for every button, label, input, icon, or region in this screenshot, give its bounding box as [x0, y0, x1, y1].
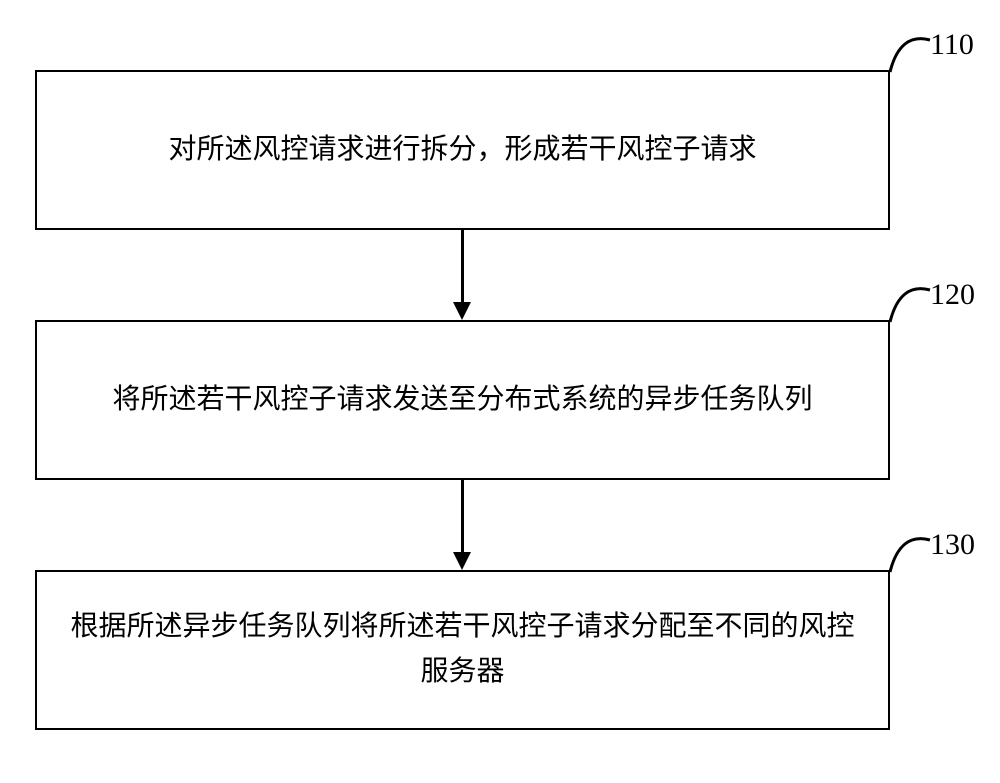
- step-120-text: 将所述若干风控子请求发送至分布式系统的异步任务队列: [112, 378, 812, 423]
- flowchart-step-120: 将所述若干风控子请求发送至分布式系统的异步任务队列: [35, 320, 890, 480]
- arrow-2-line: [461, 480, 464, 552]
- curve-130: [890, 539, 930, 572]
- curve-120: [890, 289, 930, 322]
- arrow-1-head: [453, 302, 471, 320]
- step-130-text: 根据所述异步任务队列将所述若干风控子请求分配至不同的风控服务器: [67, 605, 858, 695]
- step-label-130: 130: [930, 528, 975, 562]
- step-110-text: 对所述风控请求进行拆分，形成若干风控子请求: [168, 128, 756, 173]
- arrow-1-line: [461, 230, 464, 302]
- flowchart-container: 对所述风控请求进行拆分，形成若干风控子请求 将所述若干风控子请求发送至分布式系统…: [0, 0, 1000, 783]
- arrow-2-head: [453, 552, 471, 570]
- step-label-120: 120: [930, 278, 975, 312]
- curve-110: [890, 39, 930, 72]
- flowchart-step-110: 对所述风控请求进行拆分，形成若干风控子请求: [35, 70, 890, 230]
- flowchart-step-130: 根据所述异步任务队列将所述若干风控子请求分配至不同的风控服务器: [35, 570, 890, 730]
- step-label-110: 110: [930, 28, 974, 62]
